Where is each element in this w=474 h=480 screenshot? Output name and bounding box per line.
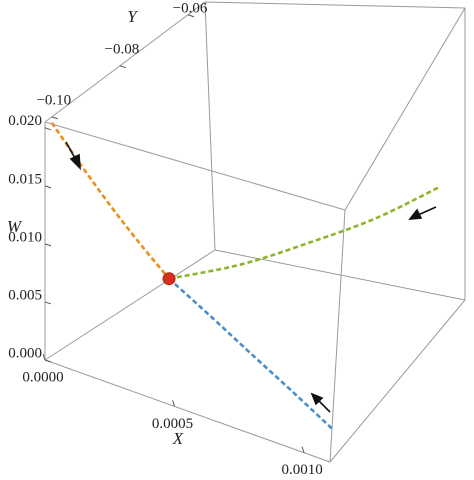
box-edge	[329, 299, 466, 463]
arrow	[317, 399, 331, 413]
y-tick	[119, 65, 127, 69]
plot-marks	[50, 121, 441, 430]
x-tick	[301, 446, 305, 453]
box-edge	[44, 249, 216, 361]
box-edge	[44, 359, 331, 463]
plot-box: 0.0000 0.0005 0.0010 −0.10 −0.08 −0.06 0.000 0.…	[8, 0, 466, 478]
z-tick	[44, 359, 52, 363]
box-edge	[214, 249, 466, 301]
x-tick-label: 0.0010	[281, 462, 322, 478]
z-tick-label: 0.010	[8, 229, 42, 245]
arrow	[417, 206, 437, 216]
box-edge	[204, 1, 466, 9]
trajectory	[50, 121, 171, 280]
z-tick-label: 0.000	[8, 345, 42, 361]
y-tick-label: −0.08	[105, 41, 140, 57]
z-tick-label: 0.005	[8, 287, 42, 303]
z-tick-label: 0.015	[8, 171, 42, 187]
trajectory	[168, 185, 441, 280]
x-tick-label: 0.0005	[152, 416, 193, 432]
x-axis-title: X	[172, 429, 184, 448]
y-axis-title: Y	[127, 7, 138, 26]
arrowhead	[310, 392, 324, 406]
arrowhead	[69, 153, 81, 171]
y-tick	[187, 14, 195, 18]
y-tick	[51, 116, 58, 120]
z-tick	[44, 185, 52, 189]
box-edge	[44, 1, 206, 123]
flow-arrows	[65, 141, 437, 413]
z-tick	[44, 127, 52, 131]
arrowhead	[408, 208, 423, 220]
x-tick	[42, 353, 46, 361]
trajectory	[168, 277, 333, 430]
y-tick-label: −0.06	[173, 0, 208, 16]
fixed-point	[162, 272, 176, 286]
z-tick	[44, 243, 52, 247]
box-edge	[329, 209, 346, 463]
box-edge	[204, 1, 216, 251]
box-edge	[44, 121, 346, 211]
box-edge	[344, 7, 466, 211]
z-tick-label: 0.020	[8, 113, 42, 129]
z-axis-title: W	[7, 217, 23, 236]
y-tick-label: −0.10	[36, 92, 71, 108]
x-tick-label: 0.0000	[22, 369, 63, 385]
x-tick	[172, 400, 176, 407]
z-tick	[44, 301, 52, 305]
